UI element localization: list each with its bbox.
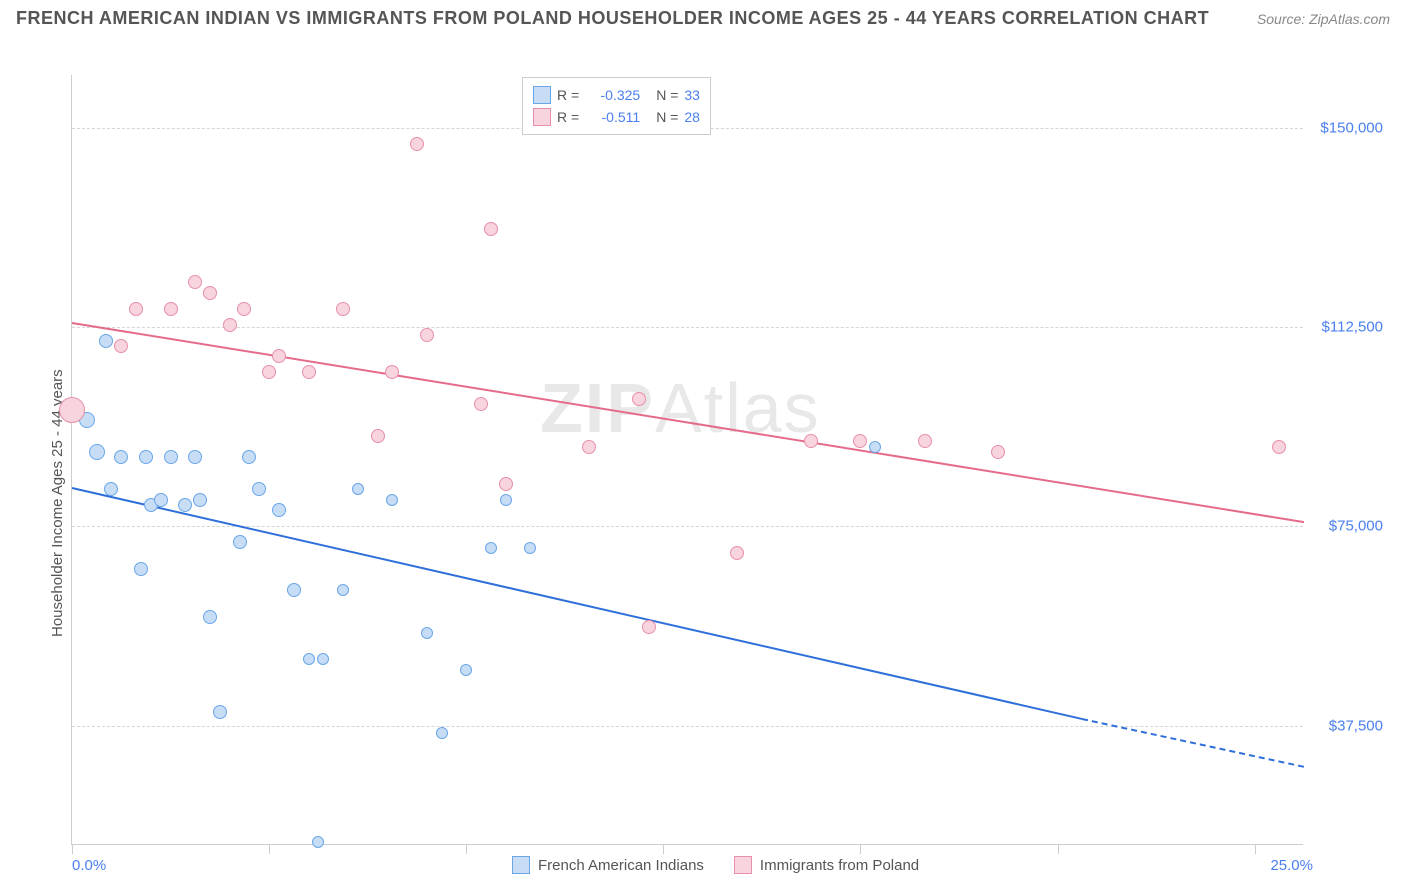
data-point: [272, 349, 286, 363]
ytick-label: $37,500: [1308, 717, 1383, 734]
data-point: [139, 450, 153, 464]
data-point: [317, 653, 329, 665]
plot-area: ZIPAtlas$37,500$75,000$112,500$150,0000.…: [71, 75, 1303, 845]
legend-swatch: [533, 108, 551, 126]
trendline: [72, 487, 1083, 720]
ytick-label: $150,000: [1308, 120, 1383, 137]
legend-n-value: 33: [684, 84, 700, 106]
data-point: [89, 444, 105, 460]
data-point: [302, 365, 316, 379]
data-point: [114, 450, 128, 464]
data-point: [178, 498, 192, 512]
legend-r-value: -0.325: [585, 84, 640, 106]
data-point: [203, 610, 217, 624]
legend-r-value: -0.511: [585, 106, 640, 128]
chart-title: FRENCH AMERICAN INDIAN VS IMMIGRANTS FRO…: [16, 8, 1209, 29]
xtick: [860, 844, 861, 854]
data-point: [436, 727, 448, 739]
xtick: [269, 844, 270, 854]
title-bar: FRENCH AMERICAN INDIAN VS IMMIGRANTS FRO…: [0, 0, 1406, 33]
legend-r-label: R =: [557, 84, 579, 106]
xtick: [1058, 844, 1059, 854]
data-point: [804, 434, 818, 448]
data-point: [188, 275, 202, 289]
data-point: [420, 328, 434, 342]
xtick: [72, 844, 73, 854]
data-point: [337, 584, 349, 596]
legend-n-label: N =: [656, 106, 678, 128]
data-point: [203, 286, 217, 300]
bottom-legend-item: French American Indians: [512, 856, 704, 874]
data-point: [410, 137, 424, 151]
data-point: [386, 494, 398, 506]
legend-swatch: [734, 856, 752, 874]
data-point: [233, 535, 247, 549]
data-point: [582, 440, 596, 454]
data-point: [484, 222, 498, 236]
data-point: [312, 836, 324, 848]
data-point: [421, 627, 433, 639]
legend-swatch: [533, 86, 551, 104]
data-point: [352, 483, 364, 495]
data-point: [193, 493, 207, 507]
data-point: [164, 302, 178, 316]
data-point: [104, 482, 118, 496]
data-point: [485, 542, 497, 554]
data-point: [213, 705, 227, 719]
data-point: [499, 477, 513, 491]
data-point: [336, 302, 350, 316]
legend-row: R = -0.325 N = 33: [533, 84, 700, 106]
data-point: [632, 392, 646, 406]
legend-row: R = -0.511 N = 28: [533, 106, 700, 128]
data-point: [114, 339, 128, 353]
legend-swatch: [512, 856, 530, 874]
data-point: [252, 482, 266, 496]
data-point: [869, 441, 881, 453]
xtick: [663, 844, 664, 854]
data-point: [154, 493, 168, 507]
data-point: [385, 365, 399, 379]
xtick-label-left: 0.0%: [72, 857, 106, 874]
xtick: [466, 844, 467, 854]
data-point: [262, 365, 276, 379]
data-point: [223, 318, 237, 332]
data-point: [991, 445, 1005, 459]
legend-n-value: 28: [684, 106, 700, 128]
data-point: [134, 562, 148, 576]
legend-series-label: Immigrants from Poland: [760, 857, 919, 874]
data-point: [272, 503, 286, 517]
data-point: [460, 664, 472, 676]
data-point: [642, 620, 656, 634]
data-point: [730, 546, 744, 560]
legend-series-label: French American Indians: [538, 857, 704, 874]
data-point: [188, 450, 202, 464]
data-point: [287, 583, 301, 597]
bottom-legend: French American Indians Immigrants from P…: [512, 856, 919, 874]
data-point: [303, 653, 315, 665]
data-point: [853, 434, 867, 448]
data-point: [371, 429, 385, 443]
data-point: [500, 494, 512, 506]
ytick-label: $75,000: [1308, 518, 1383, 535]
data-point: [524, 542, 536, 554]
data-point: [164, 450, 178, 464]
data-point: [59, 397, 85, 423]
legend-n-label: N =: [656, 84, 678, 106]
xtick-label-right: 25.0%: [1270, 857, 1313, 874]
data-point: [237, 302, 251, 316]
legend-r-label: R =: [557, 106, 579, 128]
gridline-h: [72, 526, 1303, 527]
source-label: Source: ZipAtlas.com: [1257, 11, 1390, 27]
gridline-h: [72, 327, 1303, 328]
ytick-label: $112,500: [1308, 319, 1383, 336]
data-point: [242, 450, 256, 464]
data-point: [99, 334, 113, 348]
bottom-legend-item: Immigrants from Poland: [734, 856, 919, 874]
legend-box: R = -0.325 N = 33 R = -0.511 N = 28: [522, 77, 711, 135]
xtick: [1255, 844, 1256, 854]
data-point: [474, 397, 488, 411]
data-point: [918, 434, 932, 448]
data-point: [129, 302, 143, 316]
data-point: [1272, 440, 1286, 454]
